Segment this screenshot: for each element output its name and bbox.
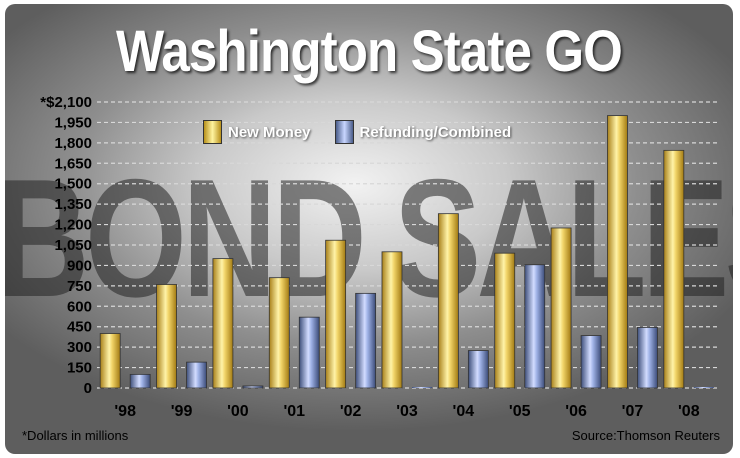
x-tick-label: '07 bbox=[622, 403, 644, 420]
legend-item-new-money: New Money bbox=[203, 120, 311, 144]
x-tick-label: '05 bbox=[509, 403, 531, 420]
bar-new-money bbox=[212, 258, 234, 389]
bar-refunding bbox=[580, 335, 602, 389]
y-tick-label: 1,200 bbox=[54, 217, 92, 234]
bar-new-money bbox=[550, 227, 572, 389]
bar-refunding bbox=[693, 387, 714, 388]
x-tick-label: '00 bbox=[227, 403, 249, 420]
y-tick-label: 300 bbox=[67, 339, 92, 356]
footnote: *Dollars in millions bbox=[22, 428, 129, 443]
grid-lines bbox=[97, 101, 717, 389]
bar-new-money bbox=[607, 115, 628, 389]
y-tick-label: 1,350 bbox=[54, 196, 92, 213]
bar-refunding bbox=[412, 387, 432, 388]
legend-item-refunding: Refunding/Combined bbox=[334, 120, 512, 144]
x-tick-label: '06 bbox=[565, 403, 587, 420]
legend-label-refunding: Refunding/Combined bbox=[359, 123, 512, 141]
bar-new-money bbox=[381, 251, 403, 389]
bar-refunding bbox=[242, 385, 264, 389]
bars bbox=[99, 115, 714, 389]
y-tick-label: 1,650 bbox=[54, 155, 92, 172]
bar-refunding bbox=[637, 326, 658, 389]
bar-refunding bbox=[298, 316, 320, 389]
source-credit: Source:Thomson Reuters bbox=[571, 428, 720, 443]
bar-new-money bbox=[325, 239, 347, 389]
bar-new-money bbox=[494, 252, 516, 389]
bar-refunding bbox=[467, 350, 489, 389]
x-tick-label: '08 bbox=[678, 403, 700, 420]
y-tick-label: 600 bbox=[67, 298, 92, 315]
legend-label-new-money: New Money bbox=[228, 123, 311, 141]
bar-refunding bbox=[524, 264, 546, 389]
x-tick-label: '99 bbox=[171, 403, 193, 420]
y-tick-label: 900 bbox=[67, 257, 92, 274]
y-tick-label: 1,500 bbox=[54, 176, 92, 193]
chart-frame: BOND SALES Washington State GO 015030045… bbox=[5, 4, 733, 454]
y-tick-label: 1,050 bbox=[54, 237, 92, 254]
y-tick-label: *$2,100 bbox=[40, 94, 92, 111]
legend: New Money Refunding/Combined bbox=[203, 120, 511, 144]
y-tick-label: 750 bbox=[67, 278, 92, 295]
plot-area: 0 150 300 450 600 750 900 1,050 1,200 1,350 1,500 1… bbox=[40, 94, 717, 420]
x-tick-label: '02 bbox=[340, 403, 362, 420]
bar-new-money bbox=[156, 284, 177, 389]
y-tick-label: 150 bbox=[67, 360, 92, 377]
bar-refunding bbox=[129, 373, 151, 389]
x-tick-label: '04 bbox=[453, 403, 475, 420]
bar-new-money bbox=[437, 213, 459, 389]
legend-swatch-new-money bbox=[203, 120, 222, 144]
y-tick-label: 0 bbox=[84, 380, 92, 397]
y-tick-label: 450 bbox=[67, 319, 92, 336]
x-tick-label: '01 bbox=[283, 403, 305, 420]
bar-refunding bbox=[186, 361, 207, 389]
legend-swatch-refunding bbox=[334, 120, 354, 144]
y-tick-label: 1,800 bbox=[54, 135, 92, 152]
bar-new-money bbox=[663, 149, 685, 389]
x-axis-ticks: '98 '99 '00 '01 '02 '03 '04 '05 '06 '07 '08 bbox=[114, 403, 699, 420]
bar-new-money bbox=[268, 277, 290, 389]
y-tick-label: 1,950 bbox=[54, 114, 92, 131]
bar-refunding bbox=[355, 292, 377, 389]
x-tick-label: '98 bbox=[114, 403, 136, 420]
chart-title: Washington State GO bbox=[116, 19, 623, 84]
x-tick-label: '03 bbox=[396, 403, 418, 420]
bar-new-money bbox=[99, 333, 121, 389]
y-axis-ticks: 0 150 300 450 600 750 900 1,050 1,200 1,350 1,500 1… bbox=[40, 94, 92, 397]
